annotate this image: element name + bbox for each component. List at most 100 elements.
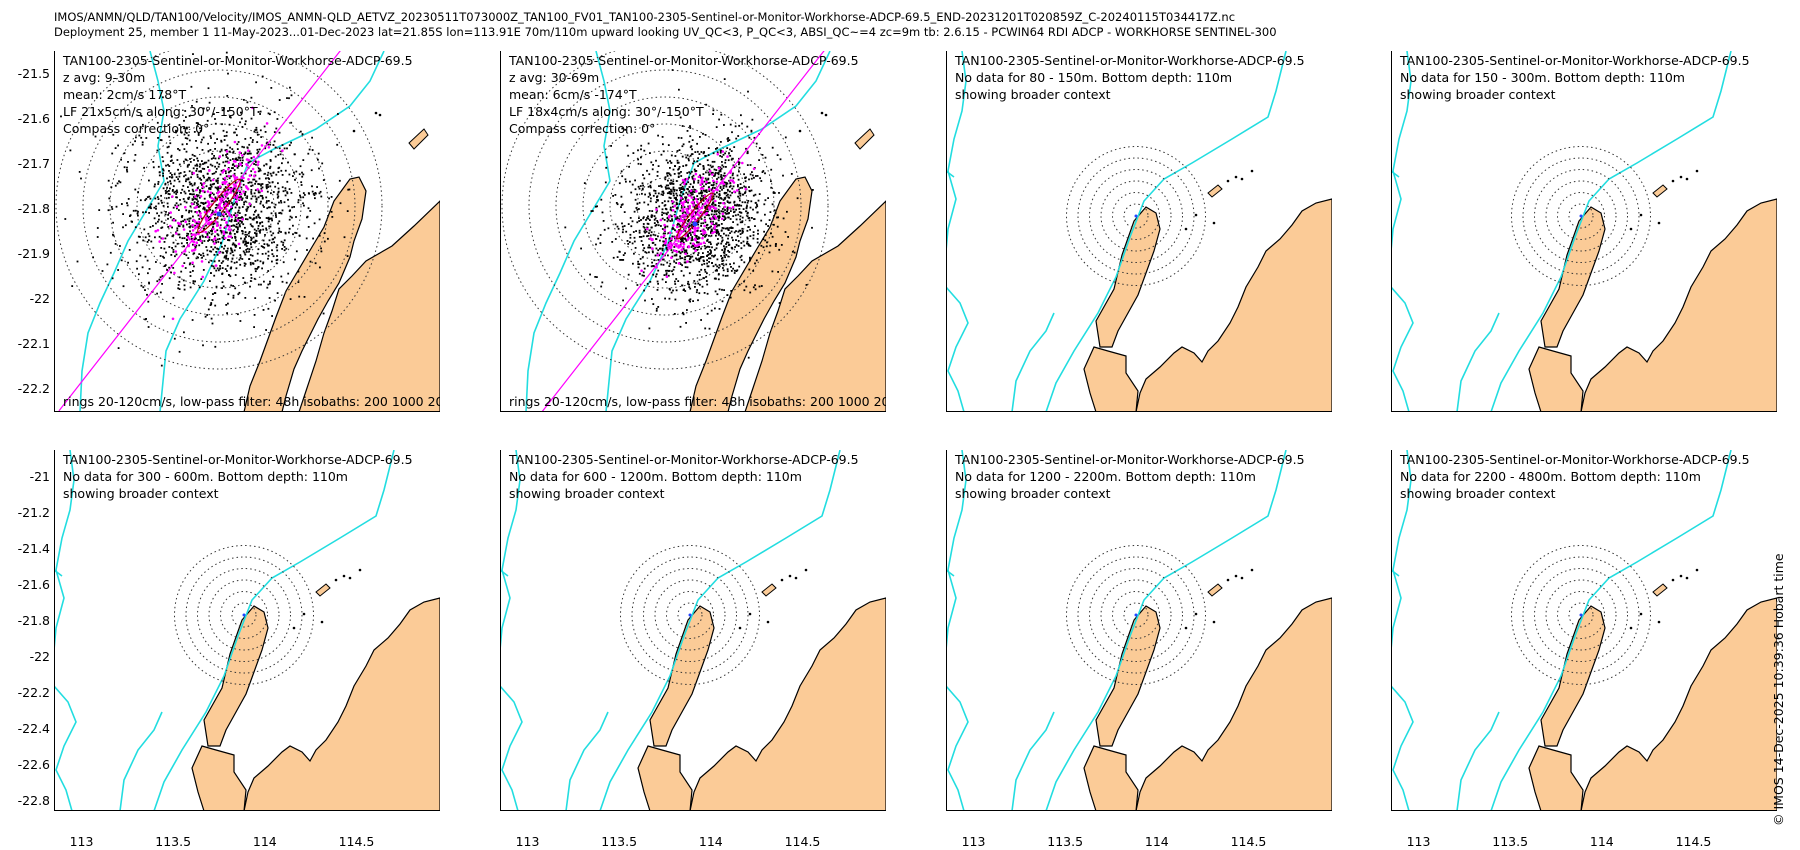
velocity-point bbox=[660, 225, 662, 227]
velocity-point bbox=[256, 133, 259, 136]
velocity-point bbox=[713, 255, 715, 257]
velocity-point bbox=[234, 206, 237, 209]
velocity-point bbox=[237, 209, 240, 212]
panel-note: z avg: 30-69m bbox=[509, 70, 600, 85]
velocity-point bbox=[166, 151, 169, 154]
velocity-point bbox=[274, 155, 277, 158]
velocity-point bbox=[223, 247, 225, 250]
velocity-point bbox=[148, 268, 151, 270]
velocity-point bbox=[185, 201, 188, 204]
velocity-point bbox=[266, 286, 269, 289]
velocity-point bbox=[643, 177, 646, 180]
velocity-point bbox=[704, 221, 707, 224]
velocity-point bbox=[674, 298, 677, 301]
velocity-point bbox=[250, 174, 253, 177]
velocity-point bbox=[746, 240, 749, 243]
velocity-point bbox=[730, 266, 732, 268]
velocity-point bbox=[310, 169, 313, 172]
velocity-point bbox=[682, 241, 685, 244]
velocity-point bbox=[771, 146, 774, 149]
speed-ring bbox=[185, 556, 303, 674]
velocity-point bbox=[180, 131, 183, 134]
velocity-point bbox=[198, 191, 201, 194]
velocity-point bbox=[192, 190, 195, 193]
velocity-point bbox=[269, 160, 272, 162]
velocity-point bbox=[158, 278, 161, 281]
y-tick-label: -22.1 bbox=[17, 335, 50, 351]
velocity-point bbox=[616, 225, 619, 228]
velocity-point bbox=[183, 218, 186, 221]
velocity-point bbox=[652, 233, 655, 236]
velocity-point bbox=[235, 192, 237, 195]
velocity-point bbox=[222, 234, 225, 237]
velocity-point bbox=[620, 170, 623, 173]
velocity-point bbox=[733, 272, 736, 274]
velocity-point bbox=[220, 148, 223, 151]
x-tick-label: 113 bbox=[961, 834, 986, 849]
islet-mark bbox=[794, 576, 798, 580]
velocity-point bbox=[657, 165, 660, 167]
velocity-point bbox=[749, 245, 752, 247]
lowpass-point bbox=[190, 233, 194, 237]
velocity-point bbox=[178, 225, 181, 228]
velocity-point bbox=[741, 186, 743, 189]
velocity-point bbox=[262, 309, 265, 311]
velocity-point bbox=[654, 243, 657, 246]
velocity-point bbox=[677, 222, 679, 225]
velocity-point bbox=[729, 210, 732, 212]
velocity-point bbox=[211, 164, 214, 167]
velocity-point bbox=[714, 203, 717, 206]
velocity-point bbox=[148, 179, 150, 182]
velocity-point bbox=[214, 118, 216, 120]
velocity-point bbox=[131, 143, 134, 146]
velocity-point bbox=[271, 260, 273, 263]
velocity-point bbox=[281, 162, 283, 165]
lowpass-point bbox=[222, 169, 226, 172]
velocity-point bbox=[232, 188, 235, 190]
velocity-point bbox=[142, 211, 144, 214]
velocity-point bbox=[641, 274, 644, 277]
velocity-point bbox=[139, 236, 141, 238]
velocity-point bbox=[348, 188, 351, 191]
deployment-info-title: Deployment 25, member 1 11-May-2023...01… bbox=[54, 25, 1277, 39]
velocity-point bbox=[205, 246, 208, 248]
velocity-point bbox=[269, 280, 271, 283]
lowpass-point bbox=[217, 190, 221, 194]
velocity-point bbox=[714, 263, 717, 266]
velocity-point bbox=[696, 160, 699, 163]
velocity-point bbox=[706, 292, 709, 295]
velocity-point bbox=[719, 166, 722, 169]
velocity-point bbox=[223, 107, 225, 110]
velocity-point bbox=[745, 207, 748, 210]
velocity-point bbox=[244, 123, 247, 126]
velocity-point bbox=[244, 138, 247, 140]
velocity-point bbox=[192, 270, 194, 272]
velocity-point bbox=[702, 152, 705, 155]
velocity-point bbox=[346, 210, 349, 212]
velocity-point bbox=[217, 157, 220, 160]
island-shape bbox=[1652, 184, 1668, 198]
velocity-point bbox=[680, 191, 683, 193]
velocity-point bbox=[163, 241, 166, 243]
velocity-point bbox=[198, 170, 201, 173]
velocity-point bbox=[250, 239, 253, 242]
velocity-point bbox=[671, 227, 674, 230]
velocity-point bbox=[719, 202, 722, 204]
velocity-point bbox=[199, 190, 202, 192]
velocity-point bbox=[728, 139, 731, 141]
isobath-line bbox=[565, 711, 609, 811]
islet-mark bbox=[788, 574, 792, 578]
peninsula-shape bbox=[1083, 206, 1161, 412]
velocity-point bbox=[231, 202, 233, 204]
lowpass-point bbox=[683, 180, 687, 183]
velocity-point bbox=[686, 266, 689, 269]
velocity-point bbox=[646, 217, 648, 219]
velocity-point bbox=[720, 255, 722, 257]
velocity-point bbox=[213, 155, 215, 157]
velocity-point bbox=[317, 158, 319, 161]
mooring-marker bbox=[1579, 613, 1583, 617]
velocity-point bbox=[158, 174, 161, 177]
velocity-point bbox=[688, 224, 691, 227]
velocity-point bbox=[712, 183, 715, 186]
mooring-marker bbox=[1134, 613, 1138, 617]
